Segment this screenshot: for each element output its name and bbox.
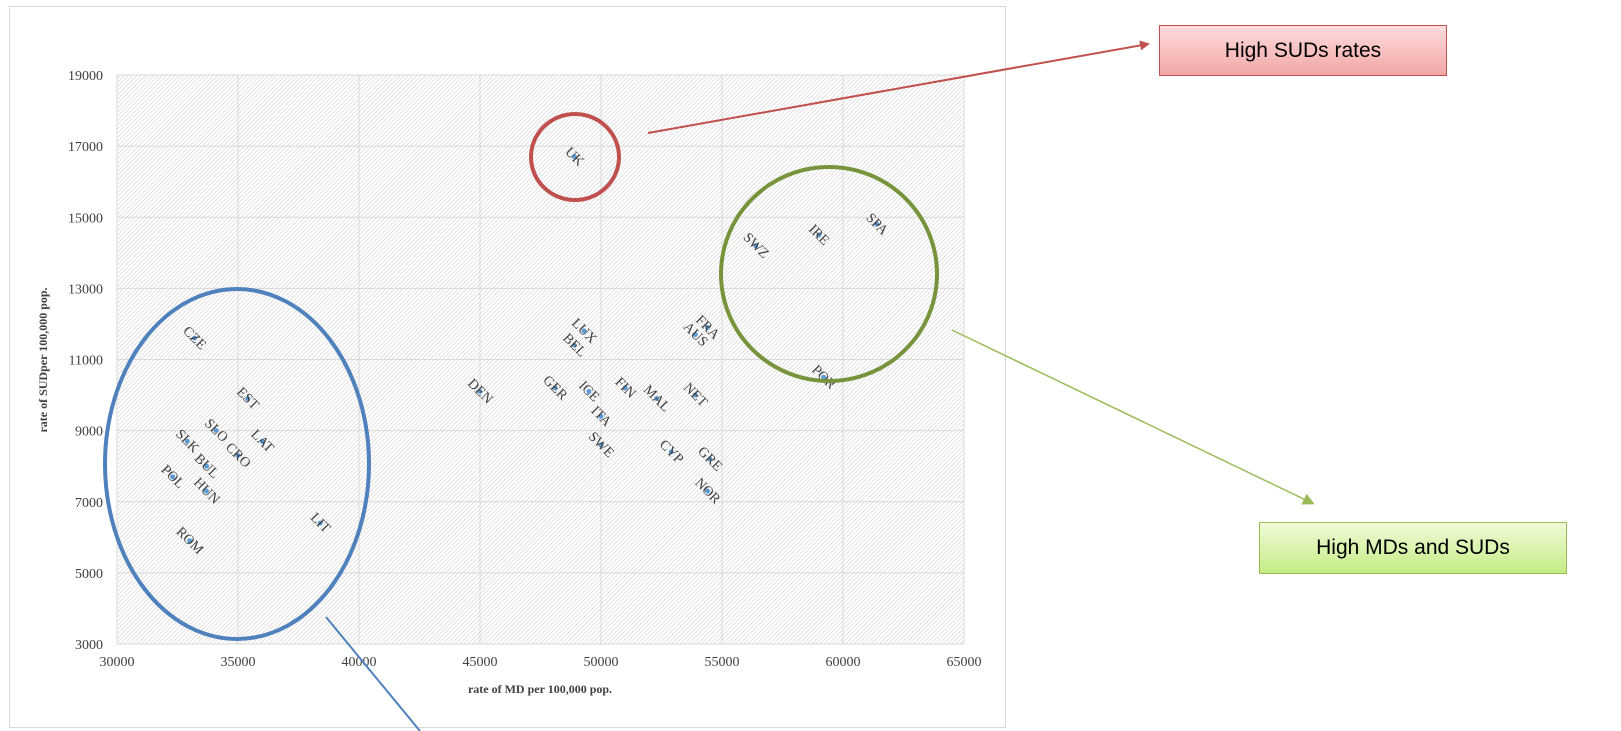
point-mal	[654, 396, 660, 402]
point-gre	[707, 456, 713, 462]
point-lux	[581, 328, 587, 334]
x-tick-label: 50000	[584, 655, 619, 670]
point-cyp	[668, 449, 674, 455]
x-tick-label: 30000	[100, 655, 135, 670]
point-ire	[816, 232, 822, 238]
point-ita	[598, 413, 604, 419]
point-fra	[704, 324, 710, 330]
y-tick-label: 15000	[68, 211, 103, 226]
callout-high-suds: High SUDs rates	[1159, 25, 1447, 76]
arrow-green	[951, 329, 1315, 505]
point-fin	[622, 385, 628, 391]
point-den	[477, 389, 483, 395]
point-nor	[704, 488, 710, 494]
point-uk	[571, 154, 577, 160]
y-tick-label: 3000	[75, 638, 103, 653]
x-tick-label: 55000	[705, 655, 740, 670]
point-aus	[692, 332, 698, 338]
cluster-ellipse-high-md-sud	[719, 165, 939, 383]
point-spa	[874, 221, 880, 227]
y-tick-label: 7000	[75, 496, 103, 511]
x-axis-label: rate of MD per 100,000 pop.	[468, 682, 612, 696]
axis-tick-labels: 30000 35000 40000 45000 50000 55000 60000 65000…	[68, 69, 982, 670]
point-bul	[204, 463, 210, 469]
x-tick-label: 35000	[221, 655, 256, 670]
point-bel	[571, 342, 577, 348]
y-tick-label: 19000	[68, 69, 103, 84]
point-lat	[259, 438, 265, 444]
y-tick-label: 9000	[75, 425, 103, 440]
y-tick-label: 13000	[68, 282, 103, 297]
point-slk	[184, 438, 190, 444]
y-axis-label: rate of SUDper 100,000 pop.	[36, 287, 50, 432]
x-tick-label: 45000	[463, 655, 498, 670]
y-tick-label: 5000	[75, 567, 103, 582]
point-swz	[753, 243, 759, 249]
arrow-blue	[325, 616, 421, 731]
x-tick-label: 60000	[826, 655, 861, 670]
point-slo	[213, 428, 219, 434]
x-tick-label: 65000	[947, 655, 982, 670]
point-ice	[586, 389, 592, 395]
cluster-ellipse-low	[103, 287, 371, 641]
cluster-ellipse-uk	[529, 112, 621, 202]
point-ger	[552, 385, 558, 391]
point-swe	[598, 442, 604, 448]
point-pol	[170, 474, 176, 480]
y-tick-label: 11000	[69, 354, 103, 369]
arrow-red	[647, 40, 1150, 134]
point-lit	[317, 520, 323, 526]
callout-high-mds-suds: High MDs and SUDs	[1259, 522, 1567, 574]
point-hun	[204, 488, 210, 494]
point-net	[692, 392, 698, 398]
point-est	[245, 396, 251, 402]
point-cze	[191, 335, 197, 341]
point-cro	[235, 453, 241, 459]
point-por	[821, 374, 827, 380]
y-tick-label: 17000	[68, 140, 103, 155]
point-rom	[187, 538, 193, 544]
